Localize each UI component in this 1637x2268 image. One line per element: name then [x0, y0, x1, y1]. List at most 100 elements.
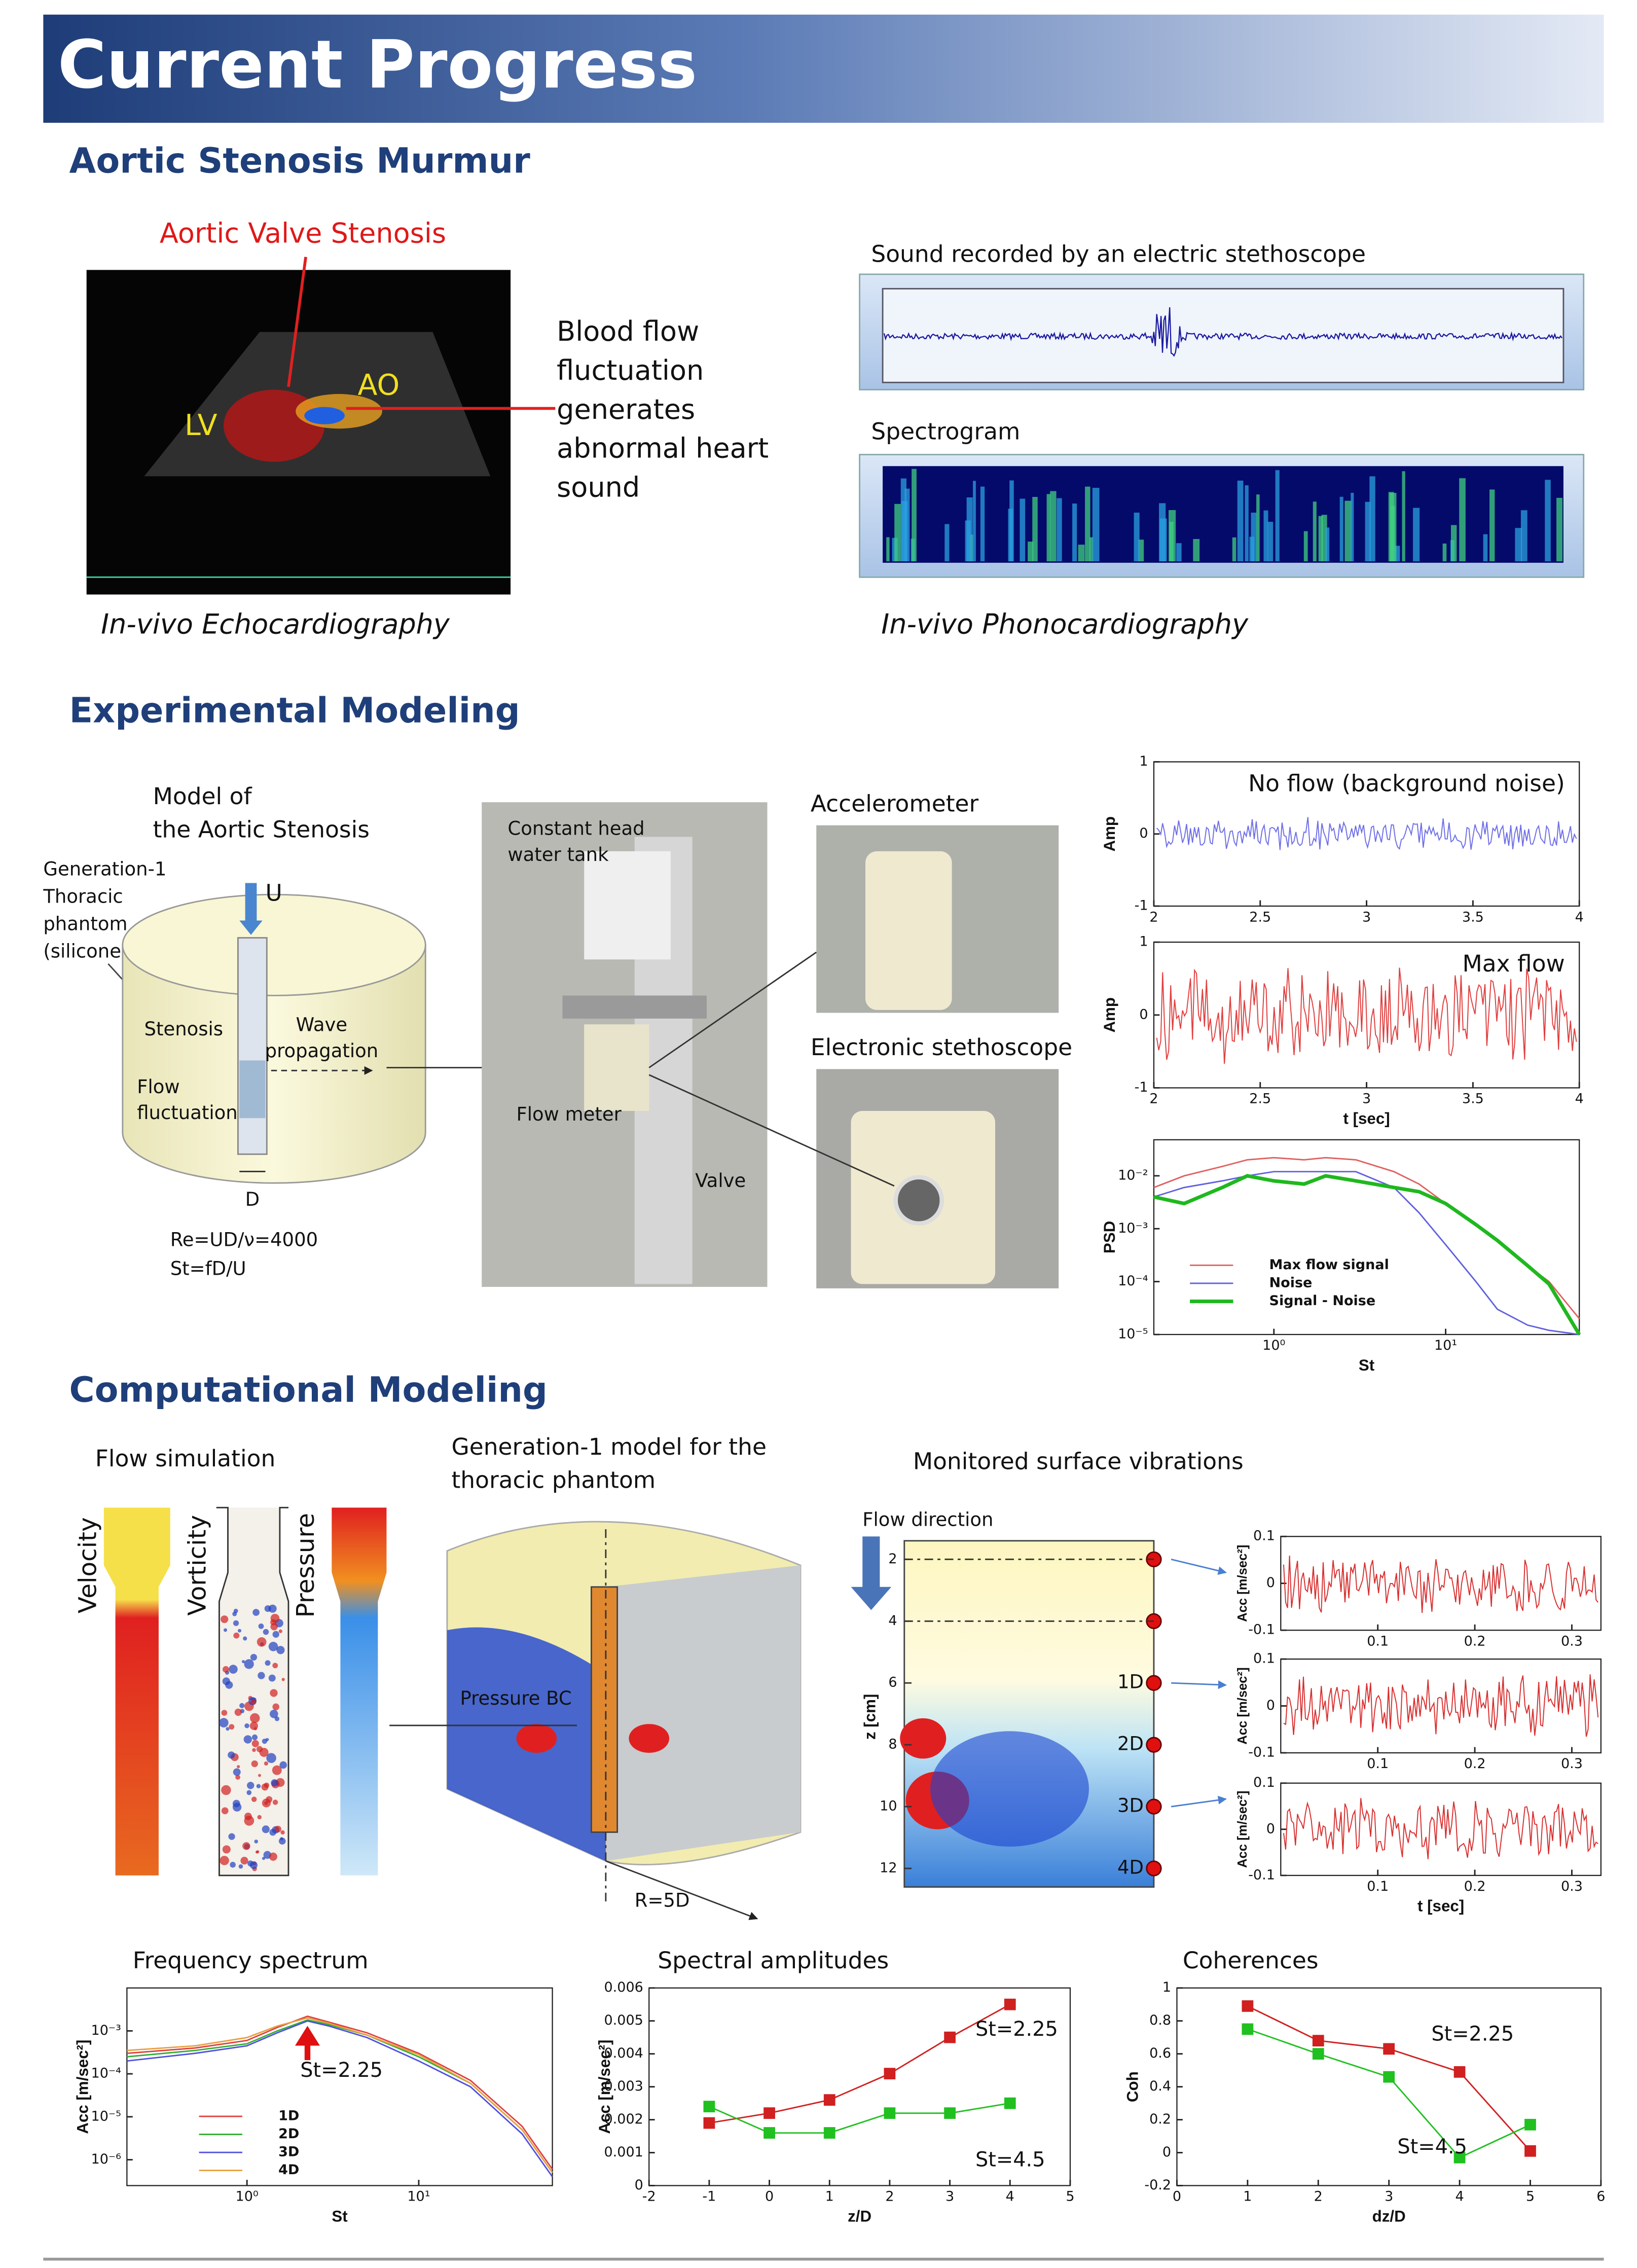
x-tick-label: 3 [1362, 1091, 1371, 1107]
y-tick-label: -1 [1135, 1079, 1148, 1095]
vortex [244, 1723, 249, 1729]
y-tick-label: -0.1 [1248, 1867, 1275, 1883]
y-tick-label: 0.6 [1149, 2045, 1171, 2061]
vortex [223, 1845, 231, 1853]
vortex [270, 1623, 277, 1630]
connector-arrow [1171, 1559, 1226, 1572]
x-tick-label: 10¹ [407, 2189, 430, 2205]
station-label: 4D [1117, 1856, 1144, 1878]
x-tick-label: 3 [1385, 2189, 1393, 2205]
axis-label: dz/D [1372, 2207, 1406, 2225]
point [1242, 2000, 1253, 2012]
axis-label: St [332, 2207, 348, 2225]
x-tick-label: 1 [1243, 2189, 1252, 2205]
vortex [239, 1703, 244, 1708]
burst [967, 497, 973, 561]
label: Monitored surface vibrations [913, 1448, 1244, 1475]
axis-label: z/D [848, 2207, 871, 2225]
x-tick-label: 0.3 [1561, 1633, 1583, 1649]
panel-label: Vorticity [184, 1515, 212, 1616]
y-tick-label: 0 [1139, 825, 1148, 841]
burst [980, 487, 985, 561]
label: fluctuation [137, 1102, 237, 1124]
burst [1483, 534, 1488, 561]
annotation: LV [185, 409, 217, 442]
axis-label: Acc [m/sec²] [1235, 1545, 1250, 1622]
vortex [251, 1760, 258, 1767]
axis-label: Acc [m/sec²] [74, 2040, 91, 2134]
x-tick-label: 0.1 [1367, 1879, 1389, 1894]
burst [1047, 494, 1051, 561]
chart: 00.0010.0020.0030.0040.0050.006-2-101234… [596, 1979, 1074, 2225]
model-field [516, 1724, 557, 1753]
vortex [238, 1629, 241, 1633]
x-tick-label: 2.5 [1249, 1091, 1271, 1107]
point [1383, 2071, 1395, 2083]
burst [944, 524, 949, 561]
x-tick-label: 3.5 [1462, 909, 1484, 925]
vortex [265, 1660, 271, 1666]
burst [1193, 539, 1199, 561]
legend-label: Max flow signal [1269, 1257, 1389, 1273]
vortex [221, 1615, 228, 1623]
label: Flow simulation [95, 1445, 276, 1472]
x-tick-label: 5 [1526, 2189, 1535, 2205]
y-tick-label: 0.1 [1253, 1651, 1275, 1667]
vortex [252, 1735, 258, 1740]
x-tick-label: 3.5 [1462, 1091, 1484, 1107]
section-heading: Computational Modeling [69, 1370, 548, 1410]
label: the Aortic Stenosis [153, 816, 370, 843]
burst [1365, 502, 1371, 561]
vortex [230, 1862, 236, 1868]
chart-title: No flow (background noise) [1248, 770, 1565, 797]
label: Model of [153, 783, 252, 810]
burst [1078, 545, 1085, 561]
burst [1072, 503, 1077, 561]
x-tick-label: 10⁰ [1262, 1338, 1285, 1353]
y-tick-label: 0.1 [1253, 1775, 1275, 1790]
label: Flow [137, 1076, 179, 1098]
connector-arrow [1171, 1683, 1226, 1685]
burst [1238, 481, 1244, 561]
y-tick-label: 10⁻² [1118, 1167, 1148, 1183]
point [944, 2107, 956, 2119]
y-tick-label: 1 [1162, 1979, 1171, 1995]
y-tick-label: 10 [880, 1798, 897, 1814]
vortex [272, 1663, 278, 1668]
x-tick-label: 0.3 [1561, 1756, 1583, 1772]
axis-label: z [cm] [861, 1694, 879, 1740]
vortex [250, 1713, 260, 1723]
point [824, 2094, 835, 2106]
section-heading: Aortic Stenosis Murmur [69, 141, 531, 181]
vortex [280, 1837, 283, 1840]
burst [1545, 480, 1550, 561]
vortex [254, 1727, 257, 1730]
vortex [252, 1740, 259, 1747]
y-tick-label: 0 [1162, 2144, 1171, 2160]
model-tube [591, 1587, 617, 1832]
axis-label: Acc [m/sec²] [1235, 1667, 1250, 1744]
phantom-top [123, 894, 425, 995]
point [824, 2127, 835, 2139]
burst [1556, 498, 1562, 561]
vortex [264, 1761, 268, 1766]
model-field [629, 1724, 669, 1753]
photo-phantom [584, 1024, 649, 1111]
vortex [258, 1774, 261, 1777]
chart-title: Max flow [1463, 950, 1565, 977]
label: Thoracic [43, 885, 123, 907]
burst [901, 479, 906, 561]
axis-label: Amp [1101, 997, 1118, 1033]
y-tick-label: 6 [888, 1675, 897, 1690]
vortex [279, 1630, 282, 1633]
y-tick-label: 12 [880, 1860, 897, 1876]
point [1383, 2043, 1395, 2055]
description-line: abnormal heart [557, 433, 769, 464]
sensor-dot [1147, 1861, 1161, 1876]
vortex [251, 1796, 257, 1802]
chart: -0.100.10.10.20.3Acc [m/sec²] [1235, 1651, 1601, 1772]
vortex [240, 1857, 248, 1864]
x-tick-label: 3 [1362, 909, 1371, 925]
chart: 10⁻³10⁻⁴10⁻⁵10⁻⁶10⁰10¹Acc [m/sec²]St1D2D… [74, 1988, 552, 2225]
